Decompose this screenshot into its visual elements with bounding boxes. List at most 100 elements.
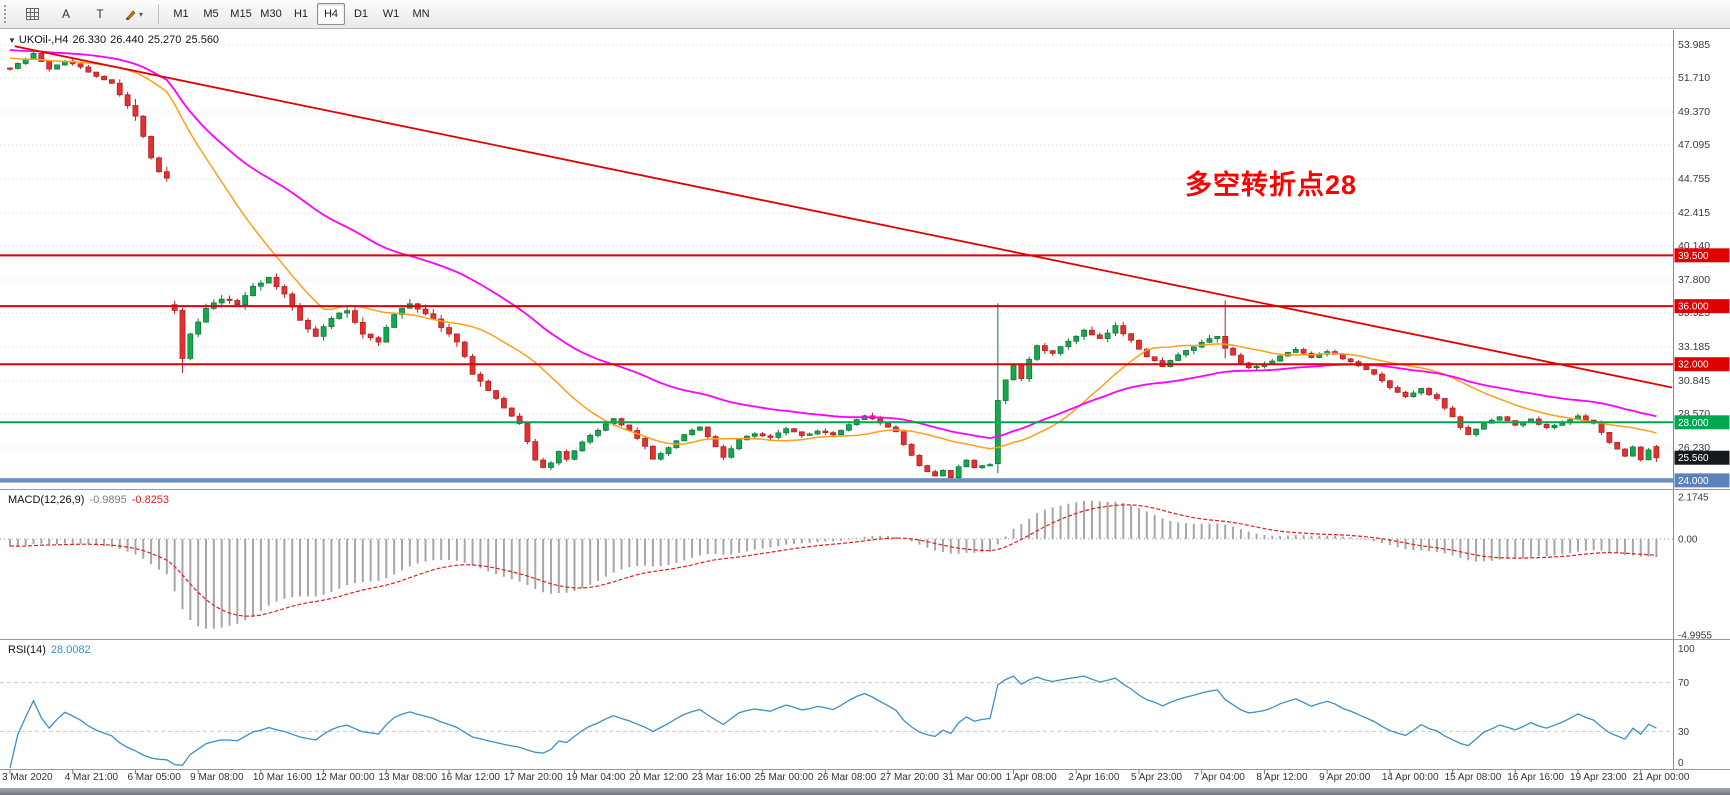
candle-body — [532, 441, 539, 461]
candle-body — [493, 390, 499, 399]
candle-body — [1081, 329, 1087, 337]
candle-body — [242, 295, 249, 306]
timeframe-d1-button[interactable]: D1 — [353, 8, 369, 20]
candle-body — [1120, 325, 1127, 335]
candle-body — [994, 400, 1001, 465]
candle-body — [218, 298, 225, 304]
candle-body — [971, 459, 978, 469]
dropdown-arrow-icon[interactable]: ▾ — [138, 9, 143, 19]
descending-trendline — [14, 45, 1673, 389]
moving-averages-layer — [9, 49, 1657, 450]
time-label: 1 Apr 08:00 — [1005, 772, 1057, 783]
candles-layer — [7, 51, 1660, 479]
candle-body — [320, 326, 327, 337]
rsi-header: RSI(14) 28.0082 — [8, 644, 91, 656]
current-price-badge — [1674, 450, 1730, 465]
candle-body — [101, 75, 107, 81]
time-label: 13 Mar 08:00 — [378, 772, 438, 783]
candle-body — [791, 428, 797, 433]
candle-body — [1049, 350, 1056, 354]
timeframe-w1-button[interactable]: W1 — [382, 8, 400, 20]
candle-body — [281, 286, 288, 295]
candle-body — [1292, 349, 1299, 353]
candle-body — [289, 293, 296, 308]
timeframe-m1-button[interactable]: M1 — [173, 8, 189, 20]
rsi-axis-label: 30 — [1678, 727, 1690, 738]
timeframe-m5-button[interactable]: M5 — [203, 8, 219, 20]
timeframe-h1-button[interactable]: H1 — [293, 8, 309, 20]
grid-tool-button[interactable] — [16, 3, 48, 26]
candle-body — [77, 63, 84, 68]
timeframe-m30-button[interactable]: M30 — [260, 8, 282, 20]
candle-body — [203, 307, 209, 323]
candle-body — [1206, 338, 1213, 343]
candle-body — [1465, 427, 1472, 435]
rsi-axis-label: 0 — [1678, 758, 1684, 769]
level-badge-32.000 — [1674, 357, 1730, 372]
candle-body — [1112, 325, 1119, 334]
candle-body — [830, 432, 837, 436]
candle-body — [736, 439, 743, 450]
ohlc-low: 25.270 — [147, 34, 182, 46]
candle-body — [1175, 354, 1182, 361]
time-label: 8 Apr 12:00 — [1256, 772, 1308, 783]
candle-body — [1653, 446, 1660, 459]
symbol-dropdown-icon[interactable]: ▼ — [8, 36, 16, 45]
chart-canvas[interactable]: 53.98551.71049.37047.09544.75542.41540.1… — [0, 30, 1730, 788]
candle-body — [1622, 448, 1628, 457]
candle-body — [759, 433, 766, 437]
price-axis-label: 49.370 — [1678, 106, 1710, 118]
candle-body — [1143, 348, 1150, 358]
candle-body — [649, 445, 656, 460]
time-label: 7 Apr 04:00 — [1193, 772, 1245, 783]
arrow-tool-button[interactable]: A — [50, 3, 82, 26]
candle-body — [1379, 373, 1385, 382]
time-label: 2 Apr 16:00 — [1068, 772, 1120, 783]
candle-body — [845, 424, 852, 431]
candle-body — [798, 431, 805, 436]
candle-body — [932, 471, 939, 477]
time-label: 15 Apr 08:00 — [1444, 772, 1502, 783]
ma-slow-line — [9, 49, 1657, 440]
candle-body — [336, 312, 343, 319]
candle-body — [563, 451, 570, 460]
candle-body — [171, 304, 178, 311]
candle-body — [430, 313, 437, 320]
candle-body — [250, 285, 256, 297]
timeframe-mn-button[interactable]: MN — [412, 8, 430, 20]
timeframe-h4-button[interactable]: H4 — [317, 3, 345, 25]
chart-annotation-text[interactable]: 多空转折点28 — [1185, 170, 1358, 200]
toolbar-grip[interactable] — [4, 5, 10, 23]
paint-tool-button[interactable]: ▾ — [118, 3, 150, 26]
timeframe-m15-button[interactable]: M15 — [230, 8, 252, 20]
level-badge-32.000-label: 32.000 — [1678, 360, 1709, 371]
candle-body — [1402, 391, 1409, 397]
candle-body — [367, 333, 374, 339]
level-badge-24.000-label: 24.000 — [1678, 476, 1709, 487]
candle-body — [1394, 387, 1401, 393]
candle-body — [602, 423, 609, 431]
candle-body — [1637, 446, 1644, 461]
price-axis-label: 37.800 — [1678, 274, 1710, 286]
candle-body — [963, 459, 970, 468]
candle-body — [1104, 332, 1111, 339]
time-axis: 3 Mar 2020 4 Mar 21:00 6 Mar 05:00 9 Mar 08… — [0, 771, 1730, 788]
candle-body — [124, 94, 131, 106]
candle-body — [665, 447, 672, 454]
candle-body — [1629, 446, 1636, 457]
candle-body — [93, 71, 100, 77]
candle-body — [461, 341, 468, 357]
candle-body — [555, 451, 562, 464]
text-tool-button[interactable]: T — [84, 3, 116, 26]
candle-body — [477, 373, 484, 382]
candle-body — [681, 434, 688, 442]
level-band-24 — [0, 478, 1673, 483]
candle-body — [328, 318, 335, 328]
ohlc-open: 26.330 — [72, 34, 107, 46]
candle-body — [1481, 422, 1487, 430]
candle-body — [305, 319, 311, 330]
candle-body — [1002, 379, 1009, 401]
macd-value: -0.9895 — [89, 494, 127, 506]
candle-body — [1026, 358, 1033, 380]
candle-body — [987, 464, 993, 467]
